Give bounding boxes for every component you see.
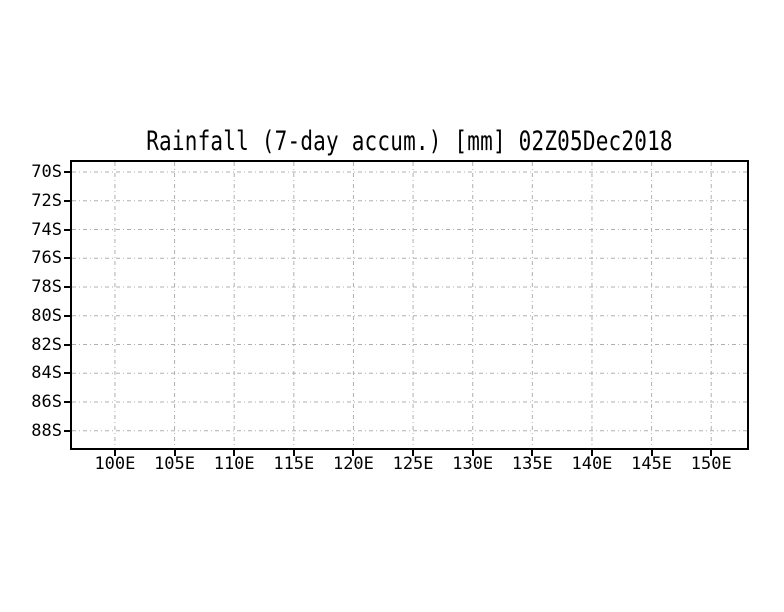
- x-axis-tick: [471, 450, 474, 456]
- y-axis-tick: [64, 314, 70, 317]
- y-axis-tick-label: 70S: [31, 162, 62, 183]
- x-axis-tick: [352, 450, 355, 456]
- chart-title: Rainfall (7-day accum.) [mm] 02Z05Dec201…: [146, 126, 673, 156]
- y-axis-tick-label: 82S: [31, 334, 62, 355]
- y-axis-tick-label: 88S: [31, 420, 62, 441]
- y-axis-tick: [64, 171, 70, 174]
- x-axis-tick-label: 135E: [511, 454, 553, 474]
- x-axis-tick-label: 120E: [332, 454, 374, 474]
- x-axis-tick-label: 110E: [213, 454, 255, 474]
- x-axis-tick: [292, 450, 295, 456]
- x-axis-tick-label: 140E: [571, 454, 613, 474]
- y-axis-tick-label: 72S: [31, 190, 62, 211]
- y-axis-tick: [64, 257, 70, 260]
- x-axis-tick-label: 125E: [392, 454, 434, 474]
- x-axis-tick: [113, 450, 116, 456]
- y-axis-tick: [64, 429, 70, 432]
- y-axis-tick: [64, 401, 70, 403]
- y-axis-tick-label: 80S: [31, 305, 62, 326]
- x-axis-tick: [590, 450, 593, 456]
- y-axis-tick-label: 84S: [31, 363, 62, 384]
- x-axis-tick: [173, 450, 176, 456]
- y-axis-tick: [64, 228, 70, 231]
- x-axis-tick: [412, 450, 415, 456]
- x-axis-tick: [233, 450, 236, 456]
- plot-area: [70, 160, 749, 450]
- y-axis-tick: [64, 199, 70, 202]
- y-axis-tick: [64, 372, 70, 375]
- x-axis-tick: [531, 450, 534, 456]
- y-axis-tick-label: 86S: [31, 392, 62, 412]
- x-axis-tick: [650, 450, 653, 456]
- y-axis-tick-label: 78S: [31, 277, 62, 298]
- x-axis-tick-label: 115E: [273, 454, 315, 474]
- x-axis-tick: [710, 450, 713, 456]
- gridlines-svg: [72, 162, 747, 448]
- y-axis-tick-label: 74S: [31, 219, 62, 240]
- x-axis-tick-label: 150E: [690, 454, 732, 474]
- x-axis-tick-label: 105E: [154, 454, 196, 474]
- x-axis-tick-label: 130E: [452, 454, 494, 474]
- x-axis-tick-label: 100E: [94, 454, 136, 474]
- x-axis-tick-label: 145E: [631, 454, 673, 474]
- y-axis-tick-label: 76S: [31, 248, 62, 269]
- y-axis-tick: [64, 286, 70, 289]
- y-axis-tick: [64, 343, 70, 346]
